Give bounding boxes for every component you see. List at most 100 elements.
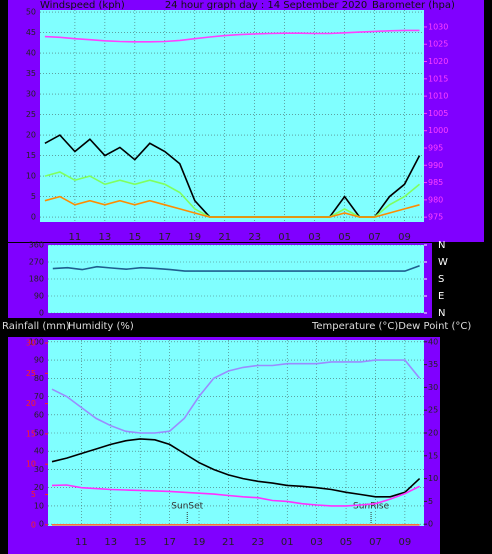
plot-area [48,340,424,526]
y2-axis-label: Barometer (hpa) [372,0,455,11]
y2-tick-label: 30 [428,383,438,392]
x-tick-label: 15 [128,232,141,243]
x-tick-label: 23 [251,537,264,548]
y2-tick-label: S [438,274,444,285]
y-tick-label: 90 [34,356,44,365]
y2-tick-label: 1020 [428,57,448,66]
y-tick-label: 5 [31,192,36,201]
annotation: SunRise [353,502,390,512]
x-tick-label: 05 [340,537,353,548]
x-tick-label: 19 [188,232,201,243]
x-tick-label: 21 [218,232,231,243]
y2-tick-label: 15 [428,451,438,460]
series-line [44,195,420,218]
y-tick-label: 0 [39,309,44,318]
y3-tick-label: 5 [31,490,36,499]
y2-tick-label: E [438,291,444,302]
x-tick-label: 01 [278,232,291,243]
y2-tick-label: 35 [428,360,438,369]
annotation: SunSet [171,502,203,512]
y-tick-label: 45 [26,28,36,37]
y-tick-label: 10 [26,172,36,181]
y2-tick-label: 975 [428,213,443,222]
y-tick-label: 50 [26,8,36,17]
chart-title: 24 hour graph day : 14 September 2020 [165,0,367,11]
series-line [52,265,420,272]
y2-tick-label: 1025 [428,40,448,49]
plot-area [48,245,424,313]
x-tick-label: 11 [75,537,88,548]
y2-tick-label: 40 [428,337,438,346]
x-tick-label: 05 [338,232,351,243]
y-tick-label: 0 [39,520,44,529]
x-tick-label: 13 [99,232,112,243]
y2-tick-label: 10 [428,474,438,483]
x-tick-label: 23 [248,232,261,243]
y3-tick-label: 0 [31,520,36,529]
y2-tick-label: 5 [428,497,433,506]
y2-tick-label: 1015 [428,74,448,83]
y-tick-label: 20 [34,483,44,492]
x-tick-label: 21 [222,537,235,548]
y2-tick-label: 1000 [428,126,448,135]
y2-tick-label: W [438,257,448,268]
series-line [51,359,421,434]
x-tick-label: 15 [134,537,147,548]
x-tick-label: 07 [368,232,381,243]
x-tick-label: 03 [310,537,323,548]
x-tick-label: 09 [398,232,411,243]
x-tick-label: 03 [308,232,321,243]
series-line [51,484,420,507]
y-tick-label: 100 [29,337,44,346]
y3-tick-label: 10 [26,460,36,469]
y-tick-label: 50 [34,429,44,438]
y-tick-label: 360 [29,241,44,250]
y-tick-label: 270 [29,258,44,267]
y-tick-label: 70 [34,392,44,401]
y2-tick-label: 25 [428,406,438,415]
y-tick-label: 15 [26,151,36,160]
y2-tick-label: 1005 [428,109,448,118]
y-tick-label: 20 [26,131,36,140]
y2-tick-label: N [438,240,445,251]
y2-tick-label: 20 [428,429,438,438]
x-tick-label: 17 [163,537,176,548]
y2-axis-label: Temperature (°C)Dew Point (°C) [311,321,471,332]
y2-tick-label: 985 [428,178,443,187]
y3-tick-label: 25 [26,369,36,378]
plot-area [40,10,424,222]
y-tick-label: 90 [34,292,44,301]
y-tick-label: 180 [29,275,44,284]
y-tick-label: 60 [34,410,44,419]
x-tick-label: 19 [193,537,206,548]
y-tick-label: 30 [34,465,44,474]
series-line [44,29,420,43]
y2-tick-label: 990 [428,161,443,170]
x-tick-label: 07 [369,537,382,548]
y3-axis-label: Rainfall (mm) [2,321,70,332]
x-tick-label: 01 [281,537,294,548]
x-tick-label: 09 [399,537,412,548]
y-tick-label: 30 [26,90,36,99]
y2-tick-label: N [438,308,445,319]
y3-tick-label: 30 [26,339,36,348]
y-tick-label: 80 [34,374,44,383]
y2-tick-label: 995 [428,143,443,152]
y3-tick-label: 20 [26,399,36,408]
series-line [51,438,421,498]
y-tick-label: 35 [26,69,36,78]
x-tick-label: 17 [158,232,171,243]
y-tick-label: 0 [31,213,36,222]
y-tick-label: 40 [34,447,44,456]
y-tick-label: 25 [26,110,36,119]
y2-tick-label: 980 [428,195,443,204]
y-tick-label: 40 [26,49,36,58]
x-tick-label: 13 [104,537,117,548]
y2-tick-label: 1010 [428,92,448,101]
y2-tick-label: 1030 [428,22,448,31]
y2-tick-label: 0 [428,520,433,529]
y-tick-label: 10 [34,501,44,510]
x-tick-label: 11 [69,232,82,243]
y-axis-label: Humidity (%) [68,321,134,332]
